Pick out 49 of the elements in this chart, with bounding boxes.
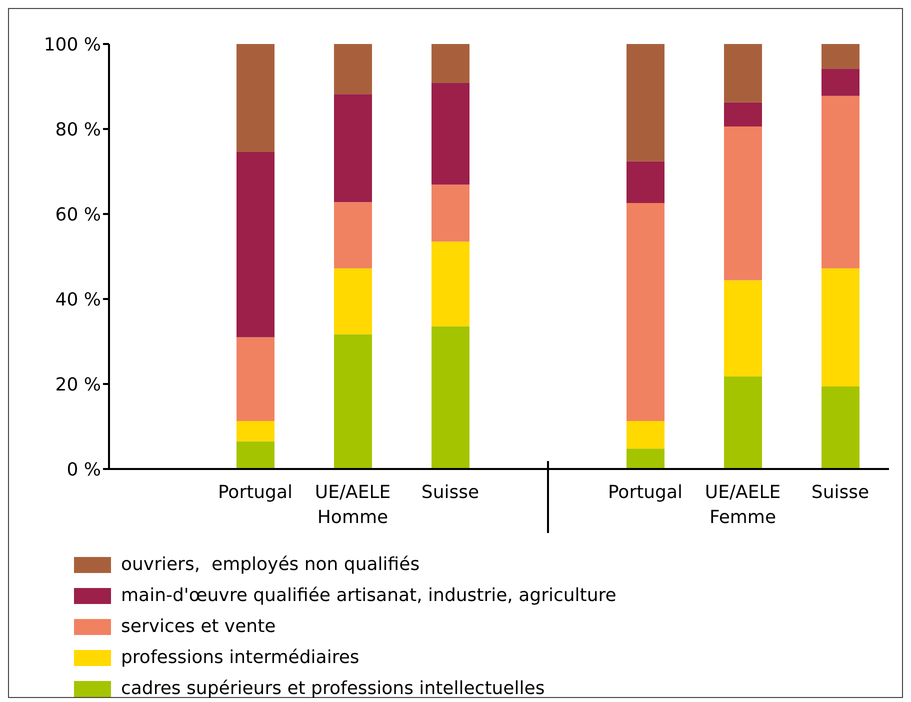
bar: [236, 44, 274, 152]
x-tick-label: Suisse: [421, 482, 480, 503]
bar: [236, 337, 274, 421]
y-tick-label: 60 %: [55, 204, 101, 226]
x-tick-label: Suisse: [811, 482, 870, 503]
y-tick-label: 100 %: [44, 34, 101, 56]
bar: [822, 44, 860, 69]
y-tick-label: 80 %: [55, 119, 101, 140]
bar: [822, 96, 860, 268]
y-tick-label: 20 %: [55, 374, 101, 396]
legend-label: cadres supérieurs et professions intellectuelles: [121, 678, 545, 699]
bar: [236, 420, 274, 442]
bar: [724, 102, 762, 126]
legend-label: professions intermédiaires: [121, 647, 360, 668]
legend-label: ouvriers, employés non qualifiés: [121, 554, 420, 575]
bar: [724, 126, 762, 280]
legend-label: main-d'œuvre qualifiée artisanat, industrie, agriculture: [121, 585, 616, 606]
bar: [432, 184, 470, 242]
bar: [334, 44, 372, 94]
x-tick-label: Portugal: [218, 482, 293, 503]
bar: [626, 161, 664, 203]
bar: [432, 326, 470, 469]
y-tick-label: 40 %: [55, 289, 101, 310]
text: Femme: [708, 507, 778, 528]
bar: [822, 268, 860, 387]
bar: [432, 242, 470, 326]
x-tick-label: Portugal: [608, 482, 683, 503]
legend-label: services et vente: [121, 616, 276, 637]
bar: [724, 44, 762, 102]
y-tick-label: 0 %: [66, 459, 101, 480]
bar: [236, 441, 274, 469]
bar: [626, 44, 664, 162]
bar: [236, 152, 274, 338]
x-tick-label: UE/AELE: [704, 482, 781, 503]
bar: [432, 82, 470, 185]
bar: [724, 376, 762, 469]
bar: [334, 268, 372, 334]
bar: [724, 280, 762, 376]
bar: [432, 44, 470, 83]
bar: [822, 68, 860, 96]
x-tick-label: UE/AELE: [314, 482, 391, 503]
bar: [334, 334, 372, 469]
bar: [626, 202, 664, 421]
bar: [334, 94, 372, 202]
bar: [822, 386, 860, 469]
bar: [334, 202, 372, 268]
bar: [626, 420, 664, 449]
text: Homme: [316, 507, 390, 528]
bar: [626, 448, 664, 469]
